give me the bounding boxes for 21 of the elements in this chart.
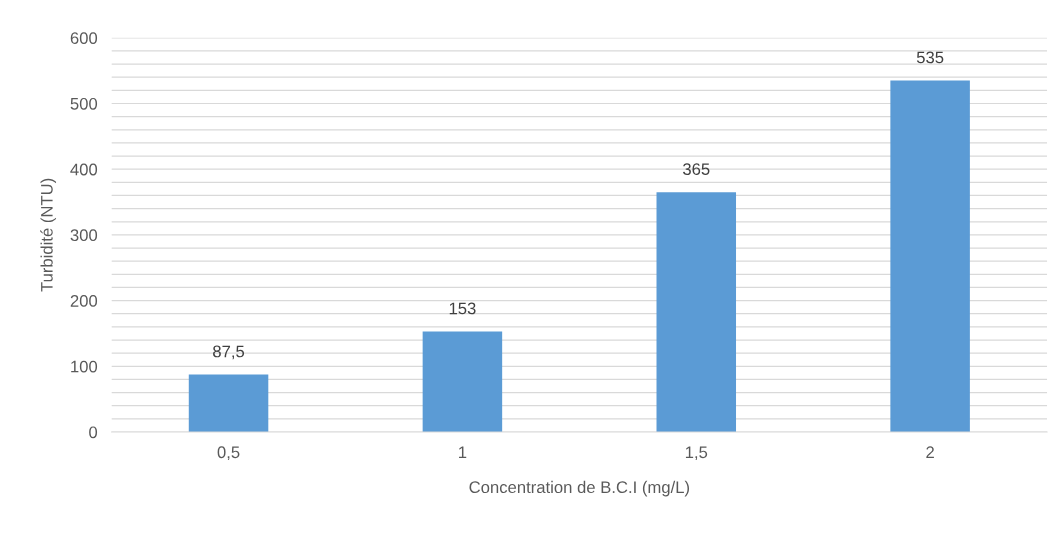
y-tick-label: 0 bbox=[89, 426, 98, 439]
x-tick-label: 2 bbox=[926, 446, 934, 458]
y-axis-title: Turbidité (NTU) bbox=[40, 178, 57, 292]
x-tick-label: 0,5 bbox=[217, 446, 240, 461]
bar bbox=[656, 192, 737, 432]
data-label: 365 bbox=[683, 163, 710, 176]
y-tick-label: 100 bbox=[71, 360, 98, 373]
y-tick-label: 200 bbox=[70, 295, 98, 307]
x-axis-title: Concentration de B.C.I (mg/L) bbox=[469, 480, 690, 497]
x-tick-label: 1,5 bbox=[685, 446, 708, 461]
bar bbox=[422, 331, 503, 432]
y-tick-label: 500 bbox=[70, 97, 98, 110]
data-label: 153 bbox=[449, 302, 476, 315]
bar bbox=[188, 374, 269, 432]
bar bbox=[890, 80, 970, 432]
data-label: 535 bbox=[916, 51, 944, 64]
x-tick-label: 1 bbox=[459, 446, 467, 458]
y-tick-label: 600 bbox=[70, 32, 98, 44]
y-tick-label: 300 bbox=[70, 229, 98, 242]
y-tick-label: 400 bbox=[70, 163, 98, 176]
data-label: 87,5 bbox=[213, 345, 245, 360]
